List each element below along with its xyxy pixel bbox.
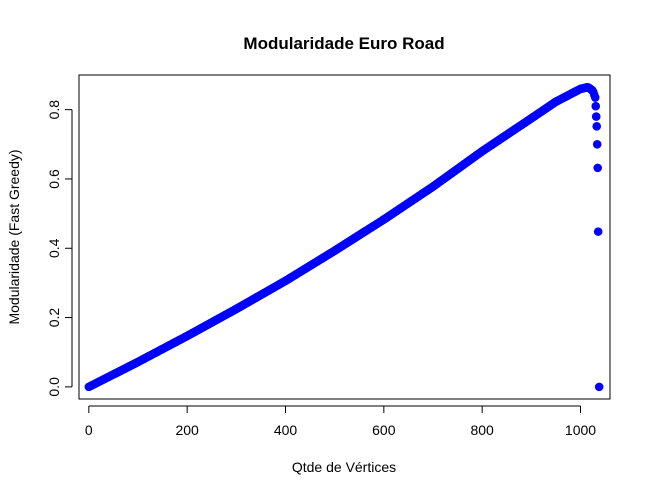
y-tick-label: 0.4 bbox=[46, 238, 62, 258]
y-tick-label: 0.2 bbox=[46, 308, 62, 328]
x-tick-label: 200 bbox=[175, 422, 199, 438]
x-axis-label: Qtde de Vértices bbox=[292, 459, 396, 475]
data-point bbox=[593, 163, 603, 173]
data-point bbox=[590, 93, 600, 102]
data-point bbox=[594, 382, 604, 392]
data-point bbox=[592, 140, 602, 149]
data-points bbox=[84, 82, 604, 392]
y-axis: 0.0 0.2 0.4 0.6 0.8 bbox=[46, 100, 73, 397]
x-tick-label: 800 bbox=[470, 422, 494, 438]
x-tick-label: 400 bbox=[274, 422, 298, 438]
plot-frame bbox=[78, 74, 611, 400]
chart-title: Modularidade Euro Road bbox=[243, 34, 444, 53]
x-axis: 0 200 400 600 800 1000 bbox=[85, 405, 596, 438]
y-tick-label: 0.8 bbox=[46, 100, 62, 120]
data-point bbox=[591, 112, 601, 121]
x-tick-label: 0 bbox=[85, 422, 93, 438]
data-point bbox=[591, 101, 601, 111]
data-point bbox=[593, 227, 603, 236]
y-tick-label: 0.0 bbox=[46, 377, 62, 397]
y-tick-label: 0.6 bbox=[46, 169, 62, 189]
x-tick-label: 1000 bbox=[565, 422, 596, 438]
data-point bbox=[592, 121, 602, 131]
y-axis-label: Modularidade (Fast Greedy) bbox=[6, 149, 22, 324]
x-tick-label: 600 bbox=[372, 422, 396, 438]
